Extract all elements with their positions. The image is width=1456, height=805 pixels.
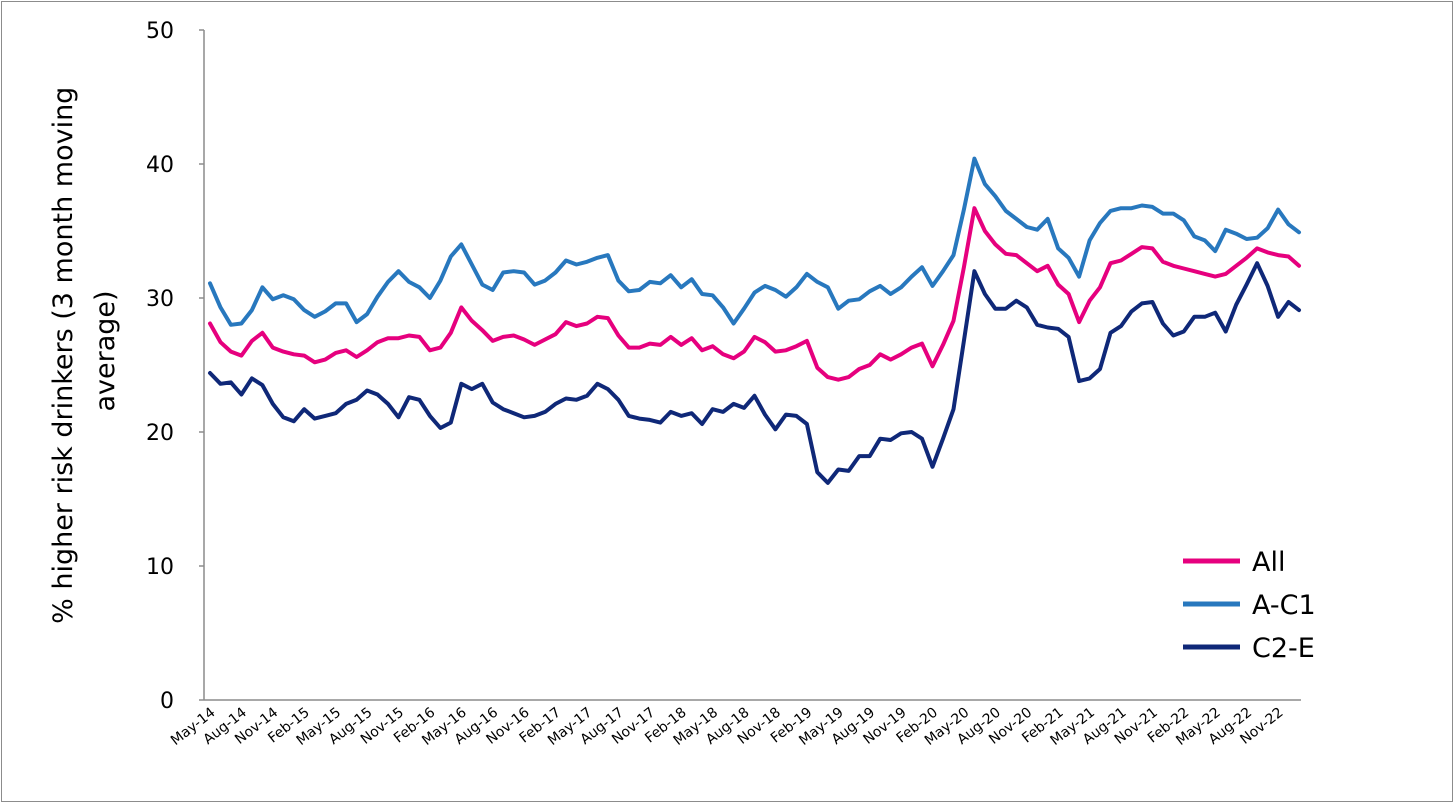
y-tick-label: 50 — [146, 19, 174, 44]
y-tick-label: 20 — [146, 421, 174, 446]
legend-label-all: All — [1252, 547, 1285, 578]
series-line-c2-e — [208, 261, 1301, 485]
y-tick-label: 30 — [146, 287, 174, 312]
y-axis-label: % higher risk drinkers (3 month moving a… — [48, 78, 121, 624]
y-tick-label: 0 — [160, 689, 174, 714]
legend: All A-C1 C2-E — [1183, 547, 1316, 664]
y-axis-label-line-2: average) — [90, 290, 121, 411]
y-axis-label-line-1: % higher risk drinkers (3 month moving — [48, 87, 79, 624]
legend-label-a-c1: A-C1 — [1252, 590, 1316, 621]
legend-label-c2-e: C2-E — [1252, 633, 1315, 664]
y-tick-label: 10 — [146, 555, 174, 580]
series-line-a-c1 — [208, 156, 1301, 327]
y-tick-label: 40 — [146, 153, 174, 178]
series-line-all — [208, 206, 1301, 382]
y-tick-labels: 0 10 20 30 40 50 — [146, 19, 204, 714]
x-tick-labels: May-14Aug-14Nov-14Feb-15May-15Aug-15Nov-… — [168, 704, 1287, 748]
series-lines — [208, 156, 1301, 485]
